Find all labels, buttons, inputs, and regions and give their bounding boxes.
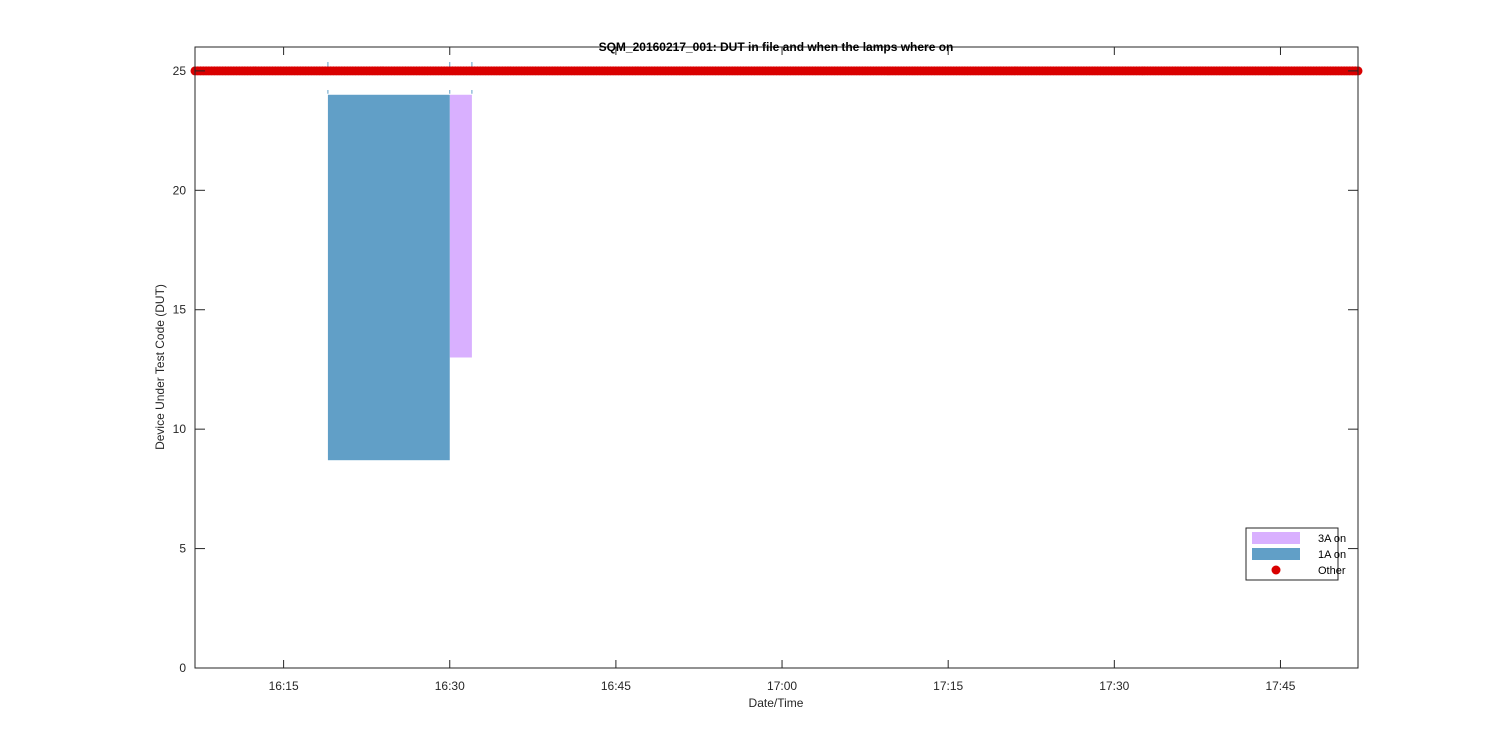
- other-points: [190, 66, 1363, 76]
- axes-box: [194, 46, 1359, 669]
- legend-marker-other: [1271, 565, 1281, 575]
- x-axis-label: Date/Time: [749, 696, 804, 710]
- y-ticks: 0 5 10 15 20 25: [173, 64, 1358, 675]
- x-tick-label: 17:15: [933, 679, 963, 693]
- legend: 3A on 1A on Other: [1245, 527, 1346, 581]
- y-tick-label: 0: [179, 661, 186, 675]
- y-tick-label: 15: [173, 303, 187, 317]
- legend-swatch-1a: [1252, 548, 1300, 560]
- lamp-areas: [327, 94, 472, 461]
- legend-swatch-3a: [1252, 532, 1300, 544]
- x-ticks: 16:15 16:30 16:45 17:00 17:15 17:30 17:45: [269, 47, 1296, 693]
- x-tick-label: 16:45: [601, 679, 631, 693]
- legend-label-3a: 3A on: [1318, 533, 1346, 545]
- x-tick-label: 17:00: [767, 679, 797, 693]
- y-tick-label: 20: [173, 183, 187, 197]
- y-tick-label: 5: [179, 542, 186, 556]
- x-tick-label: 17:45: [1265, 679, 1295, 693]
- legend-label-other: Other: [1318, 565, 1346, 577]
- legend-label-1a: 1A on: [1318, 549, 1346, 561]
- area-1a-on: [327, 94, 450, 461]
- chart-title: SQM_20160217_001: DUT in file and when t…: [599, 40, 954, 54]
- y-tick-label: 25: [173, 64, 187, 78]
- y-axis-label: Device Under Test Code (DUT): [153, 284, 167, 450]
- y-tick-label: 10: [173, 422, 187, 436]
- x-tick-label: 17:30: [1099, 679, 1129, 693]
- x-tick-label: 16:15: [269, 679, 299, 693]
- x-tick-label: 16:30: [435, 679, 465, 693]
- area-3a-on: [449, 94, 472, 358]
- axes: [194, 46, 1359, 669]
